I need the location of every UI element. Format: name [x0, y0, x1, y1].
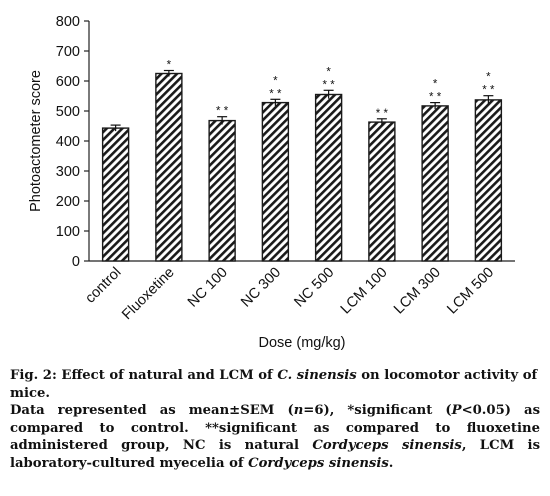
- significance-mark: *: [433, 79, 438, 91]
- bar: [474, 99, 503, 262]
- y-axis: 0 100 200 300 400 500 600 700 800: [56, 14, 90, 270]
- significance-mark: *: [486, 72, 491, 84]
- axis-labels: Dose (mg/kg) Photoactometer score: [28, 70, 346, 351]
- figure-title: Fig. 2: Effect of natural and LCM of C. …: [10, 368, 538, 401]
- bar-chart: 0 100 200 300 400 500 600 700 800 controlFluoxet…: [28, 14, 515, 351]
- y-tick-label: 600: [56, 74, 80, 90]
- figure-caption: Fig. 2: Effect of natural and LCM of C. …: [10, 367, 540, 472]
- bar: [155, 72, 183, 262]
- x-tick-label: NC 100: [185, 265, 231, 311]
- significance-mark: * *: [216, 106, 229, 118]
- bar: [368, 121, 396, 262]
- x-tick-label: NC 300: [238, 265, 284, 311]
- x-tick-label: LCM 300: [391, 265, 444, 318]
- significance-mark: *: [167, 60, 172, 72]
- x-tick-label: Fluoxetine: [119, 265, 178, 324]
- y-tick-label: 400: [56, 134, 80, 150]
- bar: [101, 127, 130, 262]
- significance-mark: * *: [429, 92, 442, 104]
- significance-mark: * *: [323, 79, 336, 91]
- significance-mark: * *: [269, 88, 282, 100]
- significance-mark: *: [273, 75, 278, 87]
- figure-note: Data represented as mean±SEM (n=6), *sig…: [10, 403, 540, 471]
- significance-mark: *: [326, 66, 331, 78]
- y-tick-label: 300: [56, 164, 80, 180]
- significance-mark: * *: [482, 85, 495, 97]
- bars: ** ** ** * *** ** *** **: [101, 60, 503, 262]
- bar: [421, 105, 449, 262]
- bar: [208, 119, 236, 262]
- x-tick-label: LCM 500: [444, 265, 497, 318]
- bar: [314, 93, 343, 262]
- x-tick-label: LCM 100: [338, 265, 391, 318]
- y-tick-label: 700: [56, 44, 80, 60]
- bar: [261, 101, 290, 262]
- x-tick-label: NC 500: [291, 265, 337, 311]
- y-tick-label: 500: [56, 104, 80, 120]
- y-tick-label: 800: [56, 14, 80, 30]
- y-axis-title: Photoactometer score: [28, 70, 44, 212]
- significance-mark: * *: [376, 108, 389, 120]
- y-tick-label: 200: [56, 194, 80, 210]
- x-axis-title: Dose (mg/kg): [258, 335, 345, 351]
- y-tick-label: 0: [72, 254, 80, 270]
- x-tick-label: control: [82, 265, 124, 307]
- y-tick-label: 100: [56, 224, 80, 240]
